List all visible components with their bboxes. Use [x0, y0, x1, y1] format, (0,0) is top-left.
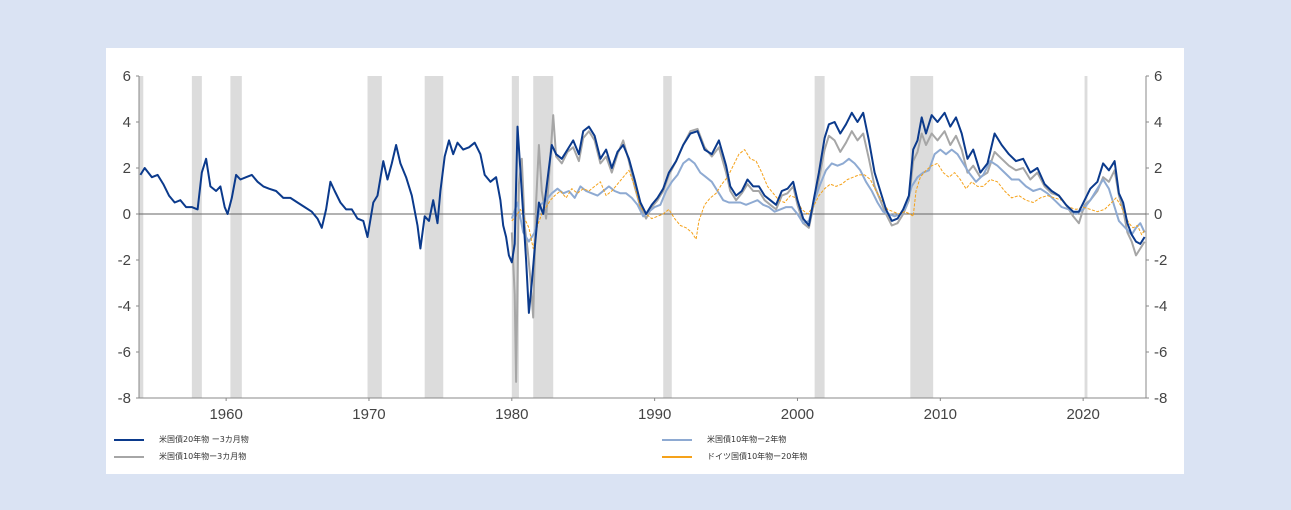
legend-item-us10y-3m: 米国債10年物ー3カ月物: [114, 451, 246, 462]
y-tick-label-right: -6: [1154, 344, 1167, 361]
y-tick-label-left: 0: [123, 206, 131, 223]
y-tick-label-left: -2: [118, 252, 131, 269]
recession-band: [191, 76, 202, 398]
y-tick-label-left: 2: [123, 160, 131, 177]
recession-band: [663, 76, 672, 398]
x-tick-label: 2020: [1066, 406, 1099, 423]
recession-bands: [139, 76, 1088, 398]
legend-swatch: [662, 438, 692, 441]
legend-item-us10y-2y: 米国債10年物ー2年物: [662, 434, 786, 445]
recession-band: [230, 76, 242, 398]
y-tick-label-left: -4: [118, 298, 131, 315]
legend-swatch: [114, 455, 144, 458]
series-line-2: [510, 148, 1146, 243]
legend-label: ドイツ国債10年物ー20年物: [707, 452, 808, 461]
x-tick-label: 1970: [352, 406, 385, 423]
legend-swatch: [114, 438, 144, 441]
x-tick-label: 1990: [638, 406, 671, 423]
recession-band: [424, 76, 444, 398]
recession-band: [1084, 76, 1088, 398]
recession-band: [139, 76, 144, 398]
y-tick-label-right: 6: [1154, 68, 1162, 85]
y-tick-label-right: -4: [1154, 298, 1167, 315]
x-tick-label: 2010: [924, 406, 957, 423]
recession-band: [814, 76, 825, 398]
y-tick-label-right: -8: [1154, 390, 1167, 407]
chart-panel: 6 6 4 4 2 2 0 0 -2 -2 -4 -4 -6 -6 -8 -8 1960 1970 1980 1990…: [106, 48, 1184, 474]
recession-band: [367, 76, 382, 398]
y-tick-label-right: 0: [1154, 206, 1162, 223]
y-tick-label-right: -2: [1154, 252, 1167, 269]
legend-item-de10y-20y: ドイツ国債10年物ー20年物: [662, 451, 807, 462]
y-tick-label-right: 4: [1154, 114, 1162, 131]
legend-label: 米国債20年物 ー3カ月物: [159, 435, 249, 444]
series-lines: [139, 111, 1146, 383]
y-tick-label-left: 4: [123, 114, 131, 131]
series-line-1: [510, 114, 1146, 383]
series-line-3: [511, 149, 1146, 249]
y-tick-label-left: 6: [123, 68, 131, 85]
x-tick-label: 1980: [495, 406, 528, 423]
tick-labels: 6 6 4 4 2 2 0 0 -2 -2 -4 -4 -6 -6 -8 -8 1960 1970 1980 1990…: [118, 68, 1168, 423]
x-tick-label: 1960: [209, 406, 242, 423]
legend-label: 米国債10年物ー3カ月物: [159, 452, 247, 461]
x-tick-label: 2000: [781, 406, 814, 423]
y-tick-label-left: -8: [118, 390, 131, 407]
axes: [136, 75, 1149, 401]
legend-label: 米国債10年物ー2年物: [707, 435, 787, 444]
series-line-0: [139, 111, 1146, 314]
y-tick-label-right: 2: [1154, 160, 1162, 177]
y-tick-label-left: -6: [118, 344, 131, 361]
legend-item-us20y-3m: 米国債20年物 ー3カ月物: [114, 434, 249, 445]
legend-swatch: [662, 455, 692, 458]
line-chart: 6 6 4 4 2 2 0 0 -2 -2 -4 -4 -6 -6 -8 -8 1960 1970 1980 1990…: [118, 68, 1168, 423]
